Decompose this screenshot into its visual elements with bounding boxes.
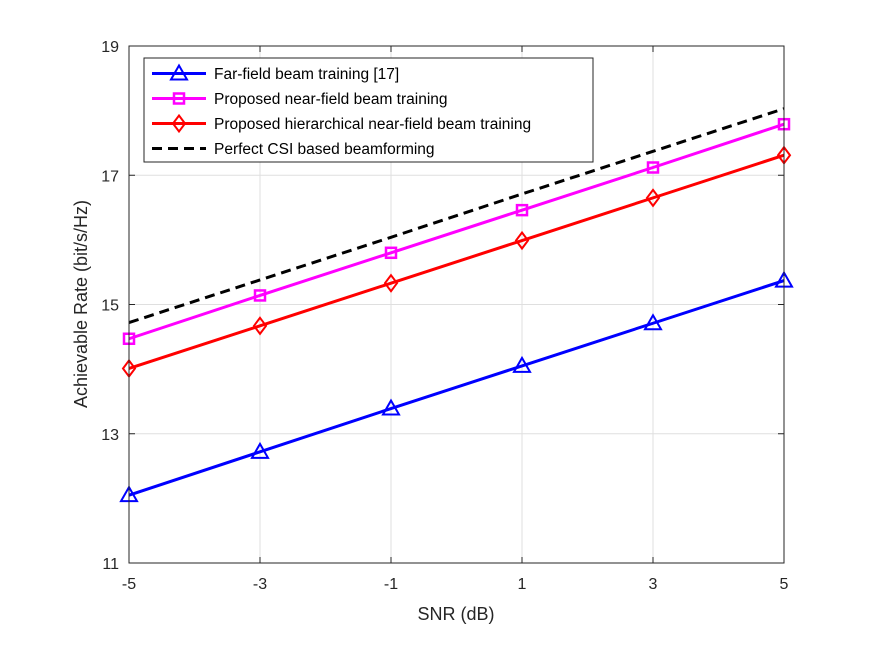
x-tick-label: -3 [253,576,267,593]
x-tick-label: 5 [780,576,789,593]
triangle-marker [169,63,189,81]
y-tick-label: 17 [101,168,119,185]
diamond-marker [171,113,187,134]
triangle-marker [381,398,401,416]
ticks [128,45,785,564]
y-tick-label: 11 [102,556,119,573]
square-marker [646,161,660,174]
triangle-marker [512,355,532,373]
legend-label: Proposed hierarchical near-field beam tr… [214,116,531,133]
series-line [128,107,785,325]
x-axis-title: SNR (dB) [417,604,494,624]
square-marker [172,92,186,105]
diamond-marker [252,316,268,336]
series-4 [128,107,785,325]
series-line [128,122,785,341]
triangle-marker [643,313,663,331]
legend-item-1: Far-field beam training [17] [152,63,399,83]
legend-label: Perfect CSI based beamforming [214,141,435,158]
legend-box [143,57,594,163]
triangle-marker [250,441,270,459]
series-3 [121,145,792,379]
y-axis-title: Achievable Rate (bit/s/Hz) [71,200,91,408]
legend-items: Far-field beam training [17] Proposed nea… [152,63,531,158]
diamond-marker [645,188,661,208]
y-tick-label: 19 [101,39,119,56]
legend-item-2: Proposed near-field beam training [152,91,448,108]
y-tick-label: 15 [101,298,119,315]
legend-item-4: Perfect CSI based beamforming [152,141,435,158]
diamond-marker [514,230,530,251]
legend-label: Far-field beam training [17] [214,66,399,83]
x-tick-label: 1 [518,576,527,593]
series-line [128,153,785,370]
series-layer [119,107,794,503]
x-tick-label: -1 [384,576,398,593]
square-marker [253,289,267,302]
legend-label: Proposed near-field beam training [214,91,448,108]
diamond-marker [383,273,399,293]
square-marker [384,246,398,260]
y-tick-label: 13 [101,427,119,444]
series-line [128,279,785,497]
x-tick-label: 3 [649,576,658,593]
square-marker [515,203,529,217]
legend: Far-field beam training [17] Proposed nea… [143,57,594,163]
x-tick-label: -5 [122,576,136,593]
legend-item-3: Proposed hierarchical near-field beam tr… [152,113,531,134]
